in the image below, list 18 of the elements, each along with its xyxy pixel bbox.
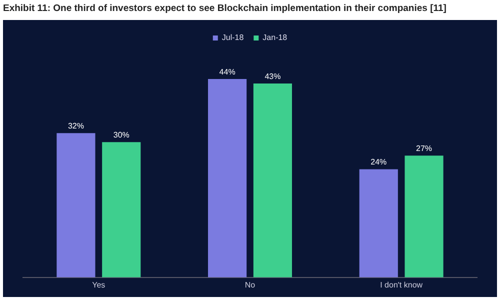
data-label: 43% — [264, 72, 281, 81]
bar — [208, 79, 247, 278]
data-label: 44% — [219, 67, 236, 76]
x-tick-label: No — [244, 280, 256, 290]
bar — [253, 84, 292, 278]
data-label: 24% — [370, 157, 387, 166]
bar — [56, 133, 96, 278]
legend-label: Jan-18 — [262, 33, 288, 42]
data-label: 27% — [416, 144, 432, 153]
chart-title: Exhibit 11: One third of investors expect to see Blockchain implementation in their companies [11] — [3, 3, 446, 14]
data-label: 30% — [113, 130, 130, 140]
bar — [359, 169, 398, 278]
x-tick-label: Yes — [92, 280, 106, 290]
bar — [404, 156, 444, 278]
bar — [102, 142, 141, 278]
legend-label: Jul-18 — [222, 33, 244, 42]
x-tick-label: I don't know — [380, 280, 423, 290]
data-label: 32% — [68, 121, 84, 130]
